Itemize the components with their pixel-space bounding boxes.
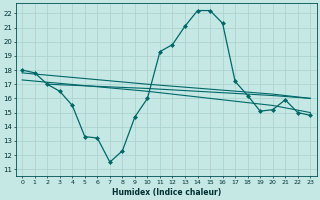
X-axis label: Humidex (Indice chaleur): Humidex (Indice chaleur): [112, 188, 221, 197]
